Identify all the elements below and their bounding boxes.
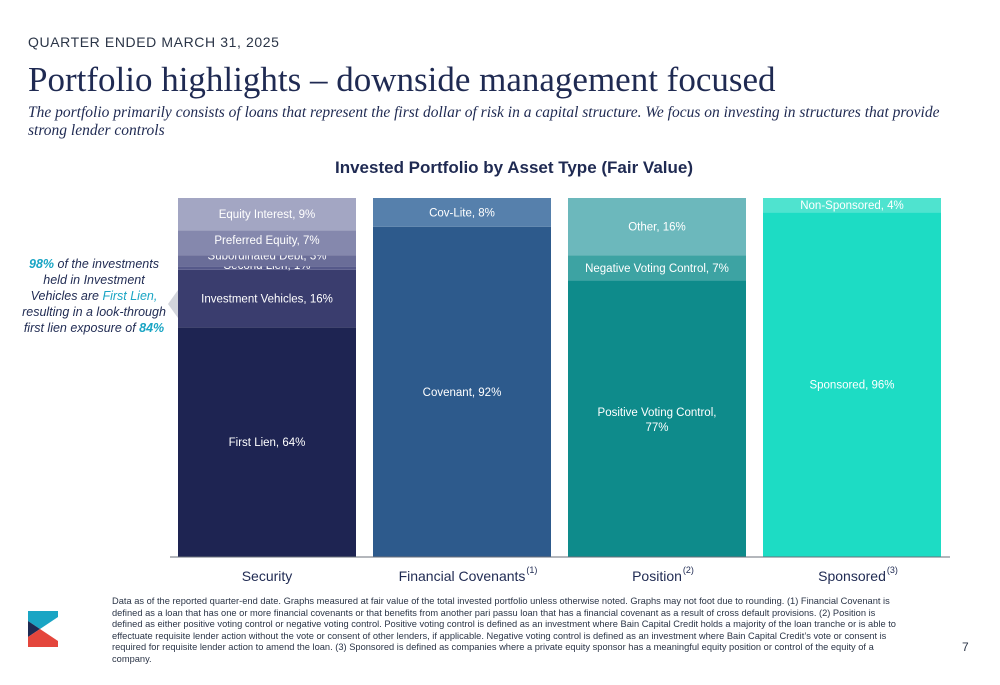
bar-segment-2-1 — [568, 255, 746, 281]
page-title: Portfolio highlights – downside manageme… — [28, 60, 776, 99]
callout-pct-84: 84% — [139, 321, 165, 335]
segment-label-1-1: Cov-Lite, 8% — [429, 207, 495, 219]
segment-label-0-1: Investment Vehicles, 16% — [201, 294, 333, 306]
page-subtitle: The portfolio primarily consists of loan… — [28, 104, 940, 139]
bar-segment-0-5 — [178, 198, 356, 231]
segment-label-0-4: Preferred Equity, 7% — [214, 235, 319, 247]
page-number: 7 — [962, 640, 969, 654]
bar-segment-2-2 — [568, 198, 746, 256]
callout-pct-98: 98% — [29, 257, 55, 271]
company-logo — [28, 611, 58, 647]
bar-segment-0-2 — [178, 266, 356, 270]
segment-label-0-0: First Lien, 64% — [229, 437, 306, 449]
bar-segment-3-1 — [763, 198, 941, 213]
chart-title: Invested Portfolio by Asset Type (Fair V… — [334, 158, 694, 177]
quarter-label: QUARTER ENDED MARCH 31, 2025 — [28, 34, 280, 50]
segment-label-1-0: Covenant, 92% — [423, 387, 502, 399]
segment-label-2-2: Other, 16% — [628, 222, 686, 234]
callout-pointer — [168, 290, 178, 318]
bar-segment-0-3 — [178, 255, 356, 267]
segment-label-2-1: Negative Voting Control, 7% — [585, 263, 729, 275]
segment-label-2-0-1: 77% — [645, 422, 668, 434]
callout-text-1: of the investments held in Investment Ve… — [30, 257, 159, 303]
bar-segment-2-0 — [568, 280, 746, 557]
bar-segment-0-1 — [178, 269, 356, 328]
x-tick-label-1: Financial Covenants — [399, 568, 526, 584]
x-tick-label-3: Sponsored — [818, 568, 886, 584]
bar-segment-1-1 — [373, 198, 551, 227]
segment-label-3-1: Non-Sponsored, 4% — [800, 200, 904, 212]
first-lien-callout: 98% of the investments held in Investmen… — [20, 256, 168, 336]
bar-segment-0-4 — [178, 230, 356, 256]
callout-text-2: resulting in a look-through first lien e… — [22, 305, 166, 335]
chart-area: First Lien, 64% Investment Vehicles, 16% S… — [168, 198, 950, 584]
segment-label-3-0: Sponsored, 96% — [809, 380, 894, 392]
x-tick-superscript-1: (1) — [526, 565, 537, 575]
x-tick-superscript-3: (3) — [887, 565, 898, 575]
footnote: Data as of the reported quarter-end date… — [112, 596, 896, 664]
segment-label-2-0-0: Positive Voting Control, — [598, 407, 717, 419]
x-tick-superscript-2: (2) — [683, 565, 694, 575]
bar-segment-1-0 — [373, 226, 551, 557]
bar-segment-0-0 — [178, 327, 356, 557]
x-tick-label-2: Position — [632, 568, 682, 584]
segment-label-0-5: Equity Interest, 9% — [219, 209, 316, 221]
callout-highlight: First Lien, — [102, 289, 158, 303]
x-tick-label-0: Security — [242, 568, 293, 584]
bar-segment-3-0 — [763, 212, 941, 558]
